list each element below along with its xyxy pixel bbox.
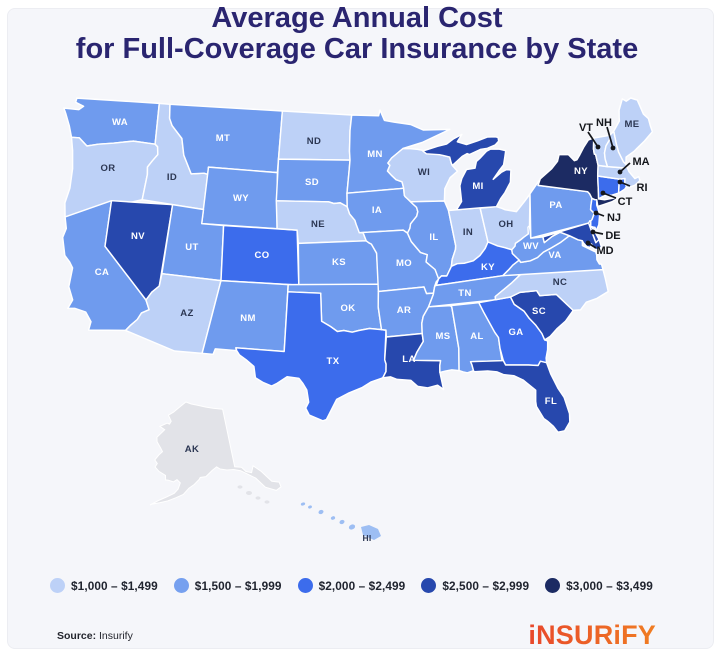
svg-text:CO: CO (254, 250, 269, 261)
svg-text:IN: IN (463, 227, 473, 238)
svg-text:SD: SD (305, 177, 319, 188)
svg-text:MA: MA (632, 156, 649, 168)
svg-text:KS: KS (332, 257, 346, 268)
svg-text:TX: TX (327, 356, 340, 367)
svg-text:IA: IA (372, 205, 382, 216)
svg-text:NE: NE (311, 219, 325, 230)
svg-text:MS: MS (435, 331, 450, 342)
svg-text:NM: NM (240, 313, 256, 324)
svg-text:OH: OH (498, 219, 513, 230)
svg-text:MT: MT (216, 133, 231, 144)
svg-text:ND: ND (307, 136, 322, 147)
svg-text:AL: AL (470, 331, 483, 342)
svg-text:NY: NY (574, 166, 588, 177)
svg-text:DE: DE (605, 230, 620, 242)
svg-text:FL: FL (545, 396, 557, 407)
svg-text:NJ: NJ (607, 212, 621, 224)
svg-text:VA: VA (548, 250, 561, 261)
svg-text:ME: ME (624, 119, 639, 130)
svg-text:CT: CT (618, 196, 633, 208)
svg-text:MD: MD (596, 245, 613, 257)
svg-text:ID: ID (167, 172, 177, 183)
svg-text:AZ: AZ (180, 308, 193, 319)
svg-text:NV: NV (131, 231, 145, 242)
svg-text:NH: NH (596, 117, 612, 129)
svg-text:PA: PA (549, 200, 562, 211)
svg-text:OK: OK (340, 303, 355, 314)
svg-text:KY: KY (481, 262, 495, 273)
svg-text:WA: WA (112, 117, 128, 128)
svg-text:VT: VT (579, 122, 593, 134)
svg-text:MI: MI (472, 181, 483, 192)
svg-text:CA: CA (95, 267, 110, 278)
svg-text:OR: OR (100, 163, 115, 174)
svg-text:MO: MO (396, 258, 412, 269)
svg-text:IL: IL (429, 232, 438, 243)
svg-text:WY: WY (233, 193, 249, 204)
svg-text:MN: MN (367, 149, 383, 160)
svg-text:UT: UT (185, 242, 198, 253)
svg-text:WI: WI (418, 167, 430, 178)
svg-text:AK: AK (185, 444, 200, 455)
svg-text:SC: SC (532, 306, 546, 317)
svg-text:RI: RI (637, 182, 648, 194)
svg-text:HI: HI (363, 533, 372, 543)
svg-text:LA: LA (402, 354, 415, 365)
svg-text:TN: TN (458, 288, 471, 299)
svg-text:GA: GA (508, 327, 523, 338)
svg-text:NC: NC (553, 277, 568, 288)
svg-text:WV: WV (523, 241, 539, 252)
svg-text:AR: AR (397, 305, 412, 316)
